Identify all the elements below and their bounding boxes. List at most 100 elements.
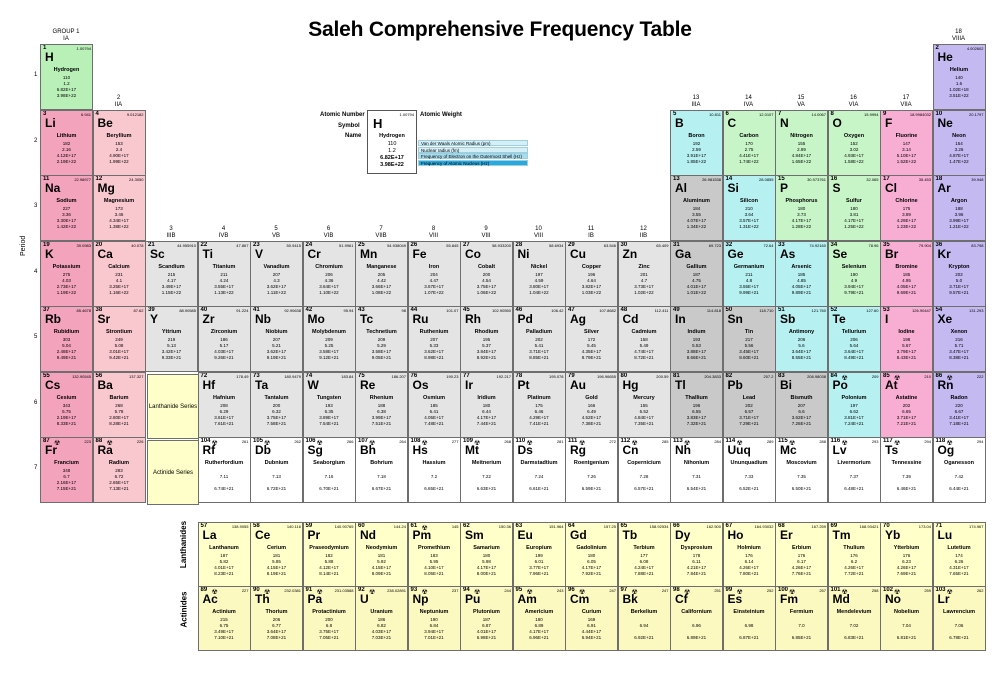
element-nucleus-frequency: 6.63E+21	[476, 486, 497, 491]
element-electron-frequency: 3.62E+17	[266, 349, 287, 354]
element-nucleus-frequency: 7.88E+21	[634, 571, 654, 576]
element-electron-frequency: 3.99E+17	[371, 414, 392, 420]
element-cell-lv: 116 293 Lv Livermorium 7.37 6.48E+21 ☢	[827, 437, 881, 503]
element-nuclear-radius: 2.4	[115, 146, 123, 152]
element-cell-ba: 56 137.327 Ba Barium 268 5.78 2.80E+17 8.28E+21	[92, 371, 146, 438]
element-nucleus-frequency: 7.21E+21	[896, 420, 917, 426]
element-nucleus-frequency: 7.76E+21	[791, 571, 812, 576]
element-nuclear-radius: 6.26	[954, 559, 964, 564]
element-name: Hydrogen	[53, 67, 80, 73]
element-name: Chromium	[315, 263, 343, 270]
element-vdw-radius: 207	[272, 337, 281, 342]
element-name: Berkelium	[630, 609, 658, 615]
key-symbol: H	[373, 116, 383, 131]
element-nucleus-frequency: 7.01E+21	[424, 635, 444, 640]
element-vdw-radius: 183	[430, 553, 438, 558]
element-nucleus-frequency: 6.50E+21	[791, 486, 812, 491]
element-symbol: Pd	[517, 312, 533, 326]
element-weight: 164.93032	[754, 524, 774, 529]
element-number: 73	[253, 372, 260, 379]
element-vdw-radius: 185	[430, 402, 438, 408]
element-cell-md: 101 258 Md Mendelevium 7.02 6.83E+21 ☢	[827, 586, 881, 651]
element-cell-bh: 107 264 Bh Bohrium 7.18 6.67E+21 ☢	[355, 437, 408, 503]
element-weight: 127.60	[866, 308, 879, 313]
element-vdw-radius: 188	[955, 206, 963, 211]
element-nuclear-radius: 2.59	[692, 146, 701, 152]
element-symbol: Ti	[202, 246, 213, 261]
element-symbol: Ts	[885, 443, 899, 457]
element-symbol: Am	[517, 592, 537, 606]
element-nuclear-radius: 4.75	[692, 277, 701, 283]
element-nuclear-radius: 6.38	[377, 408, 386, 414]
element-number: 71	[935, 523, 943, 529]
element-nuclear-radius: 6.98	[744, 623, 754, 628]
element-symbol: H	[45, 50, 54, 64]
element-number: 51	[778, 307, 785, 313]
element-electron-frequency: 3.77E+17	[529, 565, 549, 570]
element-name: Lutetium	[947, 545, 971, 551]
element-nucleus-frequency: 9.79E+21	[844, 289, 864, 295]
key-label-atomic-number: Atomic Number	[320, 112, 365, 118]
element-symbol: Rf	[202, 443, 216, 457]
element-number: 98	[673, 587, 680, 593]
element-weight: 195.078	[549, 373, 564, 379]
element-vdw-radius: 185	[797, 271, 806, 277]
element-number: 89	[200, 587, 208, 593]
element-electron-frequency: 3.81E+17	[844, 414, 864, 420]
element-weight: 293	[871, 439, 879, 444]
element-nuclear-radius: 7.16	[324, 474, 334, 479]
element-symbol: Pr	[307, 528, 321, 542]
element-number: 42	[305, 307, 313, 313]
element-vdw-radius: 206	[272, 617, 281, 622]
element-number: 22	[200, 241, 208, 248]
element-number: 19	[43, 241, 50, 248]
element-name: Praseodymium	[309, 545, 349, 551]
group-label: 9 VIII	[460, 226, 512, 240]
element-cell-ir: 77 192.217 Ir Iridium 180 6.44 4.17E+17 7.44E+2…	[460, 371, 513, 438]
element-cell-mg: 12 24.3050 Mg Magnesium 173 3.46 4.34E+17 1.38E…	[92, 175, 146, 241]
element-vdw-radius: 206	[797, 337, 806, 342]
period-number: 2	[34, 137, 38, 144]
element-electron-frequency: 4.17E+17	[529, 629, 549, 634]
element-nuclear-radius: 6.87	[482, 623, 491, 628]
element-symbol: Ds	[517, 443, 533, 457]
element-weight: 137.327	[129, 373, 144, 379]
radioactive-icon: ☢	[211, 589, 218, 596]
element-nuclear-radius: 5.56	[744, 343, 754, 348]
element-weight: 10.811	[709, 111, 721, 117]
element-weight: 6.941	[80, 111, 91, 117]
element-cell-zn: 30 65.409 Zn Zinc 201 4.7 3.73E+17 1.02E+22	[617, 240, 671, 307]
element-number: 3	[43, 110, 47, 117]
element-nuclear-radius: 5.64	[849, 343, 859, 348]
element-symbol: Cs	[45, 377, 61, 392]
element-cell-np: 93 237 Np Neptunium 190 6.84 3.94E+17 7.01E+21 ☢	[407, 586, 461, 651]
element-symbol: Zn	[622, 246, 638, 261]
element-weight: 69.723	[708, 242, 721, 248]
element-symbol: Cn	[622, 443, 639, 457]
key-line3: 6.82E+17	[380, 155, 404, 161]
element-vdw-radius: 195	[482, 337, 491, 342]
element-nuclear-radius: 5.67	[902, 343, 911, 348]
radioactive-icon: ☢	[789, 589, 796, 596]
element-electron-frequency: 4.12E+17	[56, 152, 77, 158]
element-nucleus-frequency: 7.10E+21	[214, 635, 234, 640]
group-label-line: VIII	[533, 232, 543, 239]
element-nuclear-radius: 7.2	[430, 474, 438, 479]
element-electron-frequency: 6.82E+17	[56, 87, 77, 92]
element-nuclear-radius: 6.46	[534, 408, 544, 414]
element-symbol: Tb	[622, 528, 638, 542]
element-nuclear-radius: 6.62	[849, 408, 859, 414]
group-label-line: IVB	[218, 232, 229, 239]
element-weight: 140.90765	[334, 524, 354, 529]
element-nuclear-radius: 5.25	[324, 343, 334, 348]
element-name: Ruthenium	[419, 329, 449, 335]
element-electron-frequency: 2.19E+17	[56, 414, 77, 420]
element-nuclear-radius: 5.41	[534, 343, 544, 348]
element-name: Erbium	[792, 545, 811, 551]
element-name: Magnesium	[103, 198, 135, 204]
element-number: 106	[305, 438, 316, 444]
radioactive-icon: ☢	[946, 589, 953, 596]
element-weight: 44.955910	[177, 242, 196, 248]
element-vdw-radius: 204	[430, 271, 438, 277]
element-nuclear-radius: 6.57	[744, 408, 754, 414]
